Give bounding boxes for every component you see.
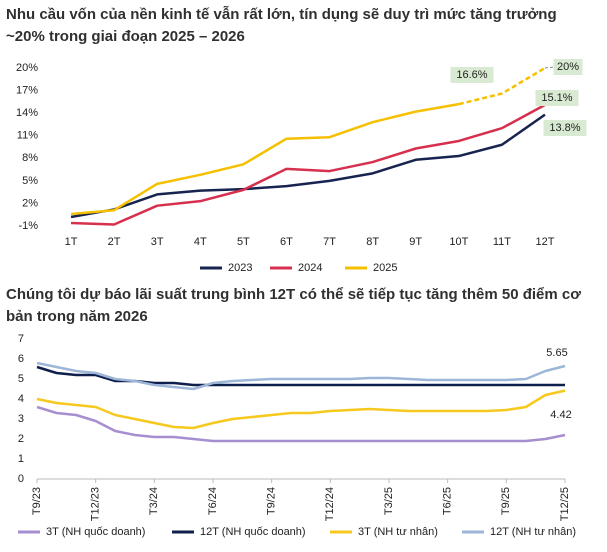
legend-label: 3T (NH tư nhân) [358, 526, 438, 538]
y-tick-label: 2% [22, 197, 38, 209]
x-tick-label: 5T [237, 236, 250, 248]
x-tick-label: T3/25 [383, 487, 395, 515]
value-label: 4.42 [550, 409, 571, 421]
legend-label: 12T (NH tư nhân) [490, 526, 576, 538]
value-label-box [450, 67, 494, 83]
y-tick-label: 11% [17, 130, 38, 142]
x-tick-label: T6/24 [207, 487, 219, 515]
x-tick-label: T3/24 [148, 487, 160, 515]
x-tick-label: T12/23 [90, 487, 102, 521]
x-tick-label: 12T [536, 236, 555, 248]
y-tick-label: 2 [18, 433, 24, 445]
label-leader [544, 66, 555, 69]
y-tick-label: 5 [18, 373, 24, 385]
x-tick-label: 2T [108, 236, 121, 248]
x-tick-label: 8T [366, 236, 379, 248]
x-tick-label: T9/24 [266, 487, 278, 515]
series-line [70, 113, 546, 219]
y-tick-label: 7 [18, 333, 24, 345]
y-tick-label: 4 [18, 393, 24, 405]
series-line [70, 103, 546, 226]
y-tick-label: 1 [18, 453, 24, 465]
x-tick-label: T9/23 [31, 487, 43, 515]
legend-label: 2023 [228, 262, 252, 274]
series-line [36, 405, 566, 443]
y-tick-label: 6 [18, 353, 24, 365]
value-label-box [535, 90, 579, 106]
series-line [36, 389, 566, 430]
y-tick-label: 5% [22, 175, 38, 187]
y-tick-label: 8% [22, 152, 38, 164]
x-tick-label: T6/25 [442, 487, 454, 515]
x-tick-label: 9T [409, 236, 422, 248]
value-label: 15.1% [541, 92, 572, 104]
value-label: 16.6% [456, 69, 487, 81]
value-label-box [553, 59, 583, 75]
x-tick-label: T9/25 [500, 487, 512, 515]
value-label-box [543, 120, 587, 136]
x-tick-label: 11T [493, 236, 511, 248]
legend-label: 12T (NH quốc doanh) [200, 526, 306, 538]
y-tick-label: 17% [16, 84, 38, 96]
value-label: 13.8% [549, 122, 580, 134]
y-tick-label: 0 [18, 473, 24, 485]
series-line [36, 365, 565, 387]
x-tick-label: 4T [194, 236, 207, 248]
x-tick-label: 7T [323, 236, 336, 248]
chart-title: Chúng tôi dự báo lãi suất trung bình 12T… [6, 286, 581, 325]
y-tick-label: 14% [16, 107, 38, 119]
value-label: 20% [557, 61, 579, 73]
series-line [458, 66, 546, 106]
value-label: 5.65 [546, 347, 567, 359]
y-tick-label: 20% [16, 62, 38, 74]
legend-label: 2025 [373, 262, 397, 274]
x-tick-label: 1T [65, 236, 78, 248]
legend-label: 2024 [298, 262, 322, 274]
legend-label: 3T (NH quốc doanh) [46, 526, 145, 538]
y-tick-label: -1% [18, 220, 38, 232]
x-tick-label: 10T [449, 236, 468, 248]
x-tick-label: 3T [151, 236, 164, 248]
x-tick-label: T12/25 [559, 487, 571, 521]
y-tick-label: 3 [18, 413, 24, 425]
x-tick-label: T12/24 [324, 487, 336, 521]
series-line [70, 102, 460, 216]
series-line [36, 361, 566, 391]
chart-title: Nhu cầu vốn của nền kinh tế vẫn rất lớn,… [6, 6, 557, 45]
x-tick-label: 6T [280, 236, 293, 248]
